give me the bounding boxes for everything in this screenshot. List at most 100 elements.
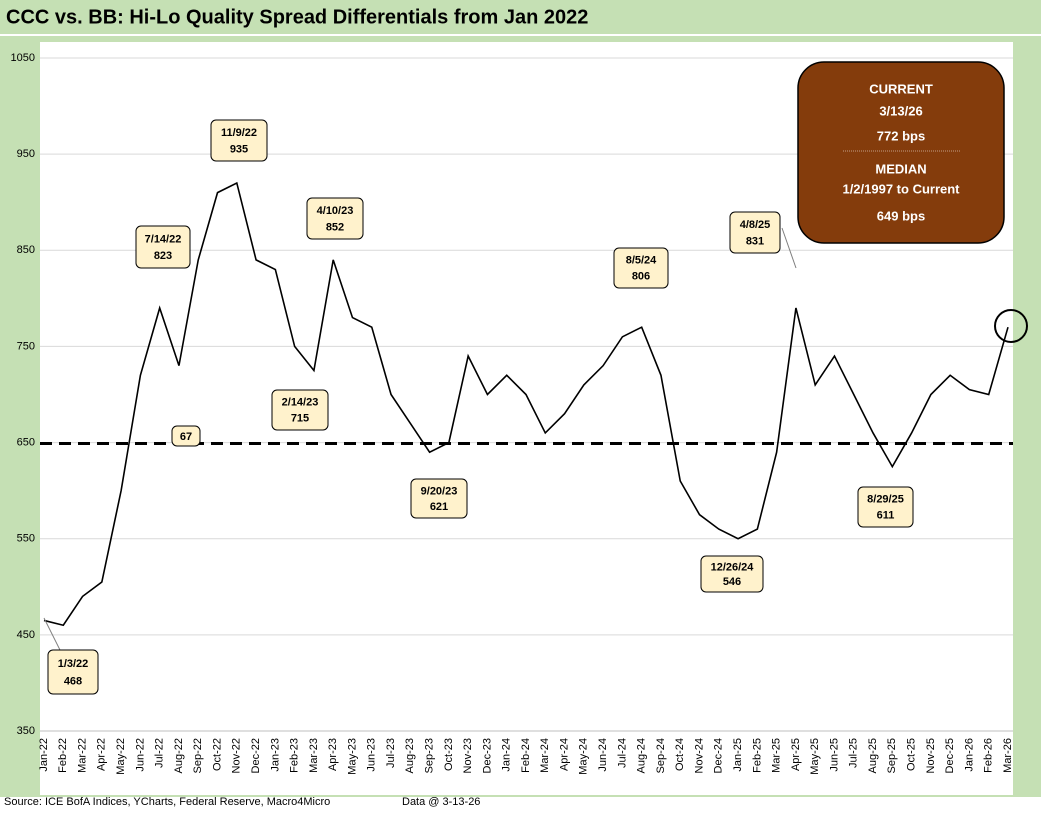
annotation-date: 2/14/23 (282, 397, 319, 409)
x-tick-label: Aug-23 (404, 738, 416, 773)
data-date-note: Data @ 3-13-26 (402, 796, 480, 808)
annotation-value: 621 (430, 501, 448, 513)
info-box-text: 3/13/26 (879, 103, 922, 118)
x-tick-label: May-24 (578, 738, 590, 775)
current-marker (994, 309, 1028, 343)
x-tick-label: Dec-25 (944, 738, 956, 773)
info-box-text: 772 bps (877, 128, 925, 143)
footer-background (0, 797, 1041, 819)
x-tick-label: Jun-22 (134, 738, 146, 772)
x-tick-label: May-25 (809, 738, 821, 775)
x-tick-label: Feb-26 (983, 738, 995, 773)
x-tick-label: Jul-25 (848, 738, 860, 768)
x-tick-label: Sep-22 (192, 738, 204, 773)
x-tick-label: Feb-24 (520, 738, 532, 773)
chart-title: CCC vs. BB: Hi-Lo Quality Spread Differe… (6, 6, 588, 28)
annotation-box (857, 486, 914, 528)
x-tick-label: Nov-25 (925, 738, 937, 773)
x-tick-label: Jun-24 (597, 738, 609, 772)
annotation-date: 8/29/25 (867, 494, 904, 506)
x-tick-label: Aug-25 (867, 738, 879, 773)
info-box (797, 61, 1005, 244)
annotation-value: 546 (723, 576, 741, 588)
annotation-value: 715 (291, 413, 309, 425)
annotation-date: 4/8/25 (740, 219, 771, 231)
x-tick-label: Dec-24 (713, 738, 725, 773)
x-tick-label: May-23 (346, 738, 358, 775)
annotation-value: 611 (877, 510, 895, 522)
x-tick-label: Nov-22 (231, 738, 243, 773)
x-tick-label: Jun-23 (366, 738, 378, 772)
annotation-box (271, 389, 329, 431)
x-tick-label: Dec-23 (481, 738, 493, 773)
x-tick-label: Feb-25 (751, 738, 763, 773)
annotation-date: 7/14/22 (145, 233, 182, 245)
x-tick-label: Apr-22 (96, 738, 108, 771)
x-tick-label: Oct-24 (674, 738, 686, 771)
x-tick-label: Jan-25 (732, 738, 744, 772)
annotation-box (210, 119, 268, 162)
y-tick-label: 450 (17, 629, 35, 641)
annotation-date: 11/9/22 (221, 127, 257, 139)
annotation-box (410, 478, 468, 519)
x-tick-label: Sep-25 (886, 738, 898, 773)
x-tick-label: Jan-24 (501, 738, 513, 772)
x-tick-label: Sep-23 (424, 738, 436, 773)
annotation-value: 468 (64, 676, 82, 688)
annotation-date: 1/3/22 (58, 658, 89, 670)
annotation-box (729, 211, 781, 254)
x-tick-label: Mar-24 (539, 738, 551, 773)
x-tick-label: Aug-24 (636, 738, 648, 773)
info-box-text: MEDIAN (875, 161, 926, 176)
annotation-value: 831 (746, 235, 764, 247)
annotation-date: 9/20/23 (421, 485, 458, 497)
y-tick-label: 950 (17, 148, 35, 160)
y-tick-label: 1050 (11, 52, 35, 64)
x-tick-label: Oct-23 (443, 738, 455, 771)
x-tick-label: Apr-23 (327, 738, 339, 771)
annotation-box (135, 225, 191, 269)
x-tick-label: Sep-24 (655, 738, 667, 773)
x-tick-label: Feb-22 (57, 738, 69, 773)
annotation-leader (781, 227, 797, 269)
annotation-date: 8/5/24 (626, 255, 657, 267)
x-tick-label: Jul-23 (385, 738, 397, 768)
annotation-box (171, 425, 201, 447)
x-tick-label: Oct-25 (906, 738, 918, 771)
annotation-text: 67 (180, 431, 192, 443)
x-tick-label: Feb-23 (289, 738, 301, 773)
annotation-leader (43, 617, 61, 651)
y-tick-label: 750 (17, 340, 35, 352)
x-tick-label: Apr-24 (558, 738, 570, 771)
annotation-value: 823 (154, 250, 172, 262)
info-box-text: 649 bps (877, 208, 925, 223)
x-tick-label: Mar-26 (1002, 738, 1014, 773)
x-tick-label: May-22 (115, 738, 127, 775)
data-line (43, 181, 1009, 627)
annotation-box (47, 649, 99, 695)
annotation-value: 806 (632, 271, 650, 283)
annotation-value: 852 (326, 221, 344, 233)
annotation-box (613, 247, 669, 289)
y-tick-label: 850 (17, 244, 35, 256)
x-tick-label: Mar-23 (308, 738, 320, 773)
x-tick-label: Nov-23 (462, 738, 474, 773)
x-tick-label: Jan-22 (38, 738, 50, 772)
info-box-text: CURRENT (869, 81, 933, 96)
source-note: Source: ICE BofA Indices, YCharts, Feder… (4, 796, 330, 808)
info-box-text: 1/2/1997 to Current (842, 181, 960, 196)
y-tick-label: 650 (17, 436, 35, 448)
x-tick-label: Nov-24 (693, 738, 705, 773)
x-tick-label: Mar-22 (76, 738, 88, 773)
annotation-box (700, 555, 764, 593)
y-tick-label: 350 (17, 725, 35, 737)
y-tick-label: 550 (17, 533, 35, 545)
x-tick-label: Jan-23 (269, 738, 281, 772)
x-tick-label: Jul-22 (154, 738, 166, 768)
x-tick-label: Jul-24 (616, 738, 628, 768)
annotation-box (306, 197, 364, 240)
annotation-date: 4/10/23 (317, 205, 354, 217)
x-tick-label: Mar-25 (771, 738, 783, 773)
x-tick-label: Oct-22 (211, 738, 223, 771)
